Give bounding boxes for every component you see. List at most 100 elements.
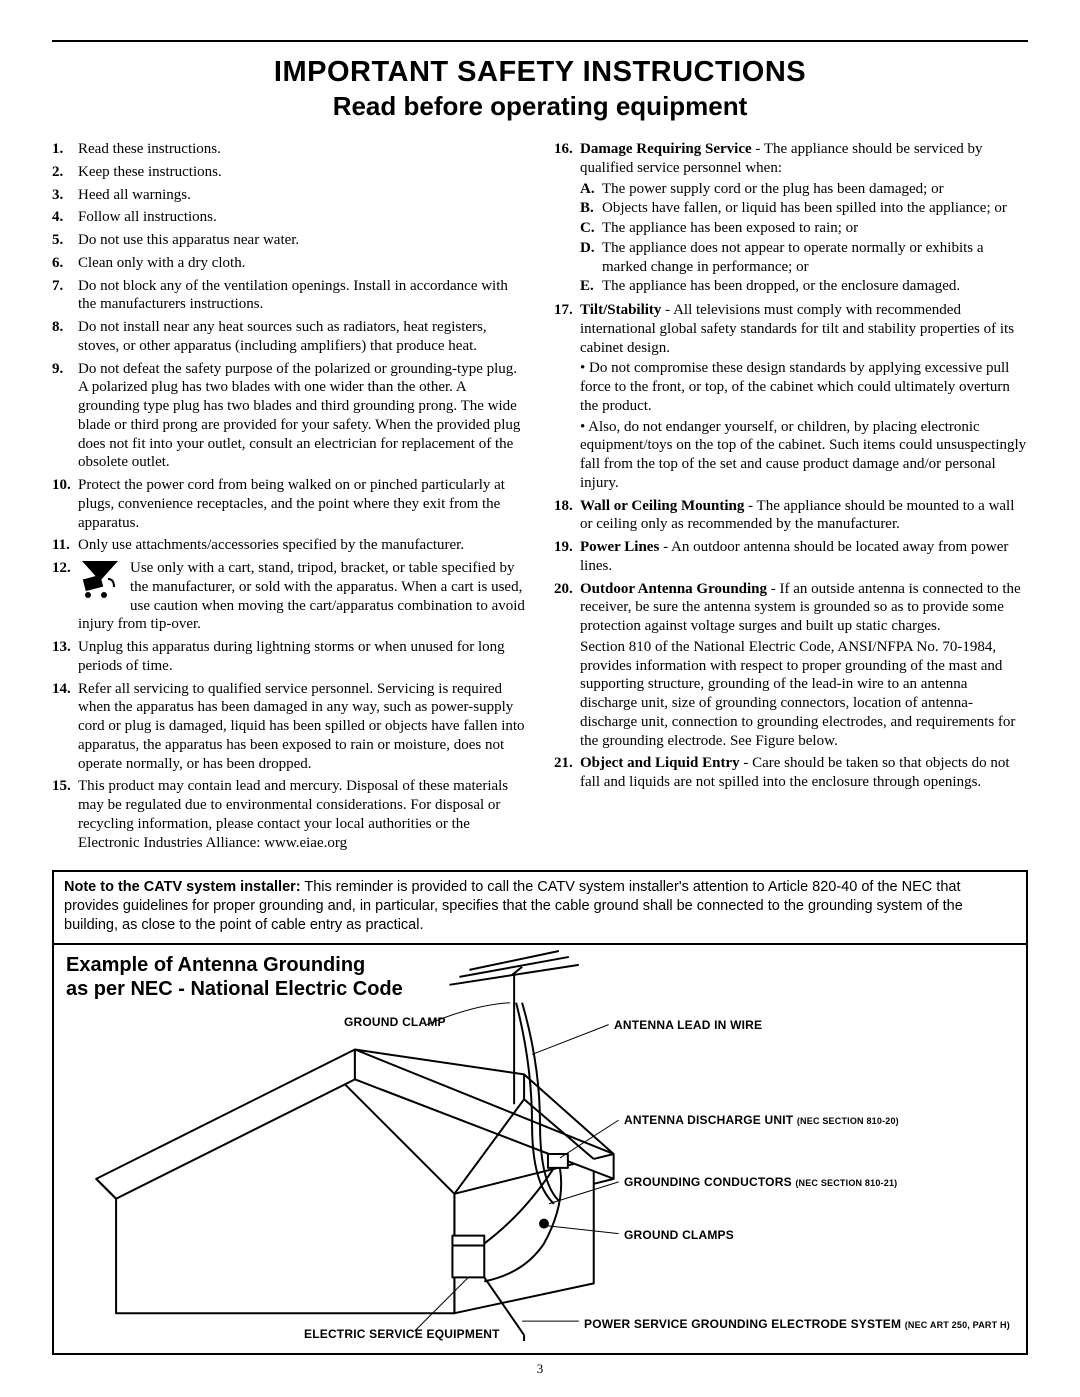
item-text: Refer all servicing to qualified service… bbox=[78, 681, 525, 772]
item-number: 13. bbox=[52, 638, 78, 676]
item-paragraph: Section 810 of the National Electric Cod… bbox=[580, 638, 1028, 751]
item-number: 7. bbox=[52, 277, 78, 315]
item-number: 5. bbox=[52, 231, 78, 250]
note-lead: Note to the CATV system installer: bbox=[64, 879, 301, 895]
title-block: IMPORTANT SAFETY INSTRUCTIONS Read befor… bbox=[52, 56, 1028, 122]
sub-text: The power supply cord or the plug has be… bbox=[602, 180, 944, 199]
item-body: Do not use this apparatus near water. bbox=[78, 231, 526, 250]
item-number: 12. bbox=[52, 559, 78, 634]
item-lead: Wall or Ceiling Mounting bbox=[580, 498, 744, 514]
item-body: Heed all warnings. bbox=[78, 186, 526, 205]
item-lead: Damage Requiring Service bbox=[580, 141, 752, 157]
item-body: Outdoor Antenna Grounding - If an outsid… bbox=[580, 580, 1028, 751]
sub-list-item: B.Objects have fallen, or liquid has bee… bbox=[580, 199, 1028, 218]
item-lead: Power Lines bbox=[580, 539, 659, 555]
list-item: 9.Do not defeat the safety purpose of th… bbox=[52, 360, 526, 473]
sub-list: A.The power supply cord or the plug has … bbox=[580, 180, 1028, 297]
sub-text: The appliance has been dropped, or the e… bbox=[602, 277, 960, 296]
item-text: Do not defeat the safety purpose of the … bbox=[78, 361, 520, 471]
item-text: Do not use this apparatus near water. bbox=[78, 232, 299, 248]
item-body: Object and Liquid Entry - Care should be… bbox=[580, 754, 1028, 792]
item-number: 2. bbox=[52, 163, 78, 182]
title-line2: Read before operating equipment bbox=[52, 91, 1028, 122]
list-item: 21.Object and Liquid Entry - Care should… bbox=[554, 754, 1028, 792]
item-number: 4. bbox=[52, 208, 78, 227]
item-number: 16. bbox=[554, 140, 580, 297]
right-column: 16.Damage Requiring Service - The applia… bbox=[554, 140, 1028, 856]
label-power-service: POWER SERVICE GROUNDING ELECTRODE SYSTEM… bbox=[584, 1317, 1010, 1331]
list-item: 11.Only use attachments/accessories spec… bbox=[52, 536, 526, 555]
sub-letter: B. bbox=[580, 199, 602, 218]
top-rule bbox=[52, 40, 1028, 42]
list-item: 5.Do not use this apparatus near water. bbox=[52, 231, 526, 250]
label-antenna-lead: ANTENNA LEAD IN WIRE bbox=[614, 1018, 762, 1032]
sub-letter: E. bbox=[580, 277, 602, 296]
sub-letter: C. bbox=[580, 219, 602, 238]
instruction-columns: 1.Read these instructions.2.Keep these i… bbox=[52, 140, 1028, 856]
item-body: Only use attachments/accessories specifi… bbox=[78, 536, 526, 555]
list-item: 18.Wall or Ceiling Mounting - The applia… bbox=[554, 497, 1028, 535]
list-item: 8.Do not install near any heat sources s… bbox=[52, 318, 526, 356]
list-item: 3.Heed all warnings. bbox=[52, 186, 526, 205]
item-body: This product may contain lead and mercur… bbox=[78, 777, 526, 852]
sub-text: The appliance does not appear to operate… bbox=[602, 239, 1028, 277]
item-text: Read these instructions. bbox=[78, 141, 221, 157]
item-lead: Object and Liquid Entry bbox=[580, 755, 740, 771]
list-item: 2.Keep these instructions. bbox=[52, 163, 526, 182]
item-paragraph: • Also, do not endanger yourself, or chi… bbox=[580, 418, 1028, 493]
item-text: Keep these instructions. bbox=[78, 164, 222, 180]
item-number: 18. bbox=[554, 497, 580, 535]
item-number: 3. bbox=[52, 186, 78, 205]
left-column: 1.Read these instructions.2.Keep these i… bbox=[52, 140, 526, 856]
item-text: Only use attachments/accessories specifi… bbox=[78, 537, 464, 553]
sub-letter: D. bbox=[580, 239, 602, 277]
item-body: Wall or Ceiling Mounting - The appliance… bbox=[580, 497, 1028, 535]
diagram-svg bbox=[54, 945, 1026, 1353]
item-body: Do not install near any heat sources suc… bbox=[78, 318, 526, 356]
item-body: Damage Requiring Service - The appliance… bbox=[580, 140, 1028, 297]
list-item: 6.Clean only with a dry cloth. bbox=[52, 254, 526, 273]
item-body: Do not defeat the safety purpose of the … bbox=[78, 360, 526, 473]
item-number: 1. bbox=[52, 140, 78, 159]
item-number: 21. bbox=[554, 754, 580, 792]
list-item: 19.Power Lines - An outdoor antenna shou… bbox=[554, 538, 1028, 576]
item-text: Do not block any of the ventilation open… bbox=[78, 278, 508, 313]
list-item: 14.Refer all servicing to qualified serv… bbox=[52, 680, 526, 774]
sub-list-item: D.The appliance does not appear to opera… bbox=[580, 239, 1028, 277]
list-item: 12.Use only with a cart, stand, tripod, … bbox=[52, 559, 526, 634]
page-number: 3 bbox=[52, 1361, 1028, 1377]
sub-list-item: C.The appliance has been exposed to rain… bbox=[580, 219, 1028, 238]
item-text: Clean only with a dry cloth. bbox=[78, 255, 245, 271]
item-number: 6. bbox=[52, 254, 78, 273]
item-number: 9. bbox=[52, 360, 78, 473]
item-body: Read these instructions. bbox=[78, 140, 526, 159]
label-grounding-conductors: GROUNDING CONDUCTORS (NEC SECTION 810-21… bbox=[624, 1175, 897, 1189]
item-text: Use only with a cart, stand, tripod, bra… bbox=[78, 560, 525, 632]
sub-list-item: A.The power supply cord or the plug has … bbox=[580, 180, 1028, 199]
item-text: Heed all warnings. bbox=[78, 187, 191, 203]
sub-letter: A. bbox=[580, 180, 602, 199]
item-text: Follow all instructions. bbox=[78, 209, 217, 225]
title-line1: IMPORTANT SAFETY INSTRUCTIONS bbox=[52, 56, 1028, 89]
item-text: This product may contain lead and mercur… bbox=[78, 778, 508, 850]
item-body: Follow all instructions. bbox=[78, 208, 526, 227]
item-body: Refer all servicing to qualified service… bbox=[78, 680, 526, 774]
left-list: 1.Read these instructions.2.Keep these i… bbox=[52, 140, 526, 852]
item-body: Do not block any of the ventilation open… bbox=[78, 277, 526, 315]
list-item: 13.Unplug this apparatus during lightnin… bbox=[52, 638, 526, 676]
item-text: Do not install near any heat sources suc… bbox=[78, 319, 487, 354]
item-body: Power Lines - An outdoor antenna should … bbox=[580, 538, 1028, 576]
list-item: 10.Protect the power cord from being wal… bbox=[52, 476, 526, 532]
item-number: 20. bbox=[554, 580, 580, 751]
sub-text: The appliance has been exposed to rain; … bbox=[602, 219, 858, 238]
item-paragraph: • Do not compromise these design standar… bbox=[580, 359, 1028, 415]
label-electric-service: ELECTRIC SERVICE EQUIPMENT bbox=[304, 1327, 500, 1341]
item-body: Use only with a cart, stand, tripod, bra… bbox=[78, 559, 526, 634]
item-number: 8. bbox=[52, 318, 78, 356]
item-number: 11. bbox=[52, 536, 78, 555]
label-discharge-unit: ANTENNA DISCHARGE UNIT (NEC SECTION 810-… bbox=[624, 1113, 899, 1127]
item-number: 19. bbox=[554, 538, 580, 576]
sub-text: Objects have fallen, or liquid has been … bbox=[602, 199, 1007, 218]
list-item: 17.Tilt/Stability - All televisions must… bbox=[554, 301, 1028, 493]
item-body: Tilt/Stability - All televisions must co… bbox=[580, 301, 1028, 493]
